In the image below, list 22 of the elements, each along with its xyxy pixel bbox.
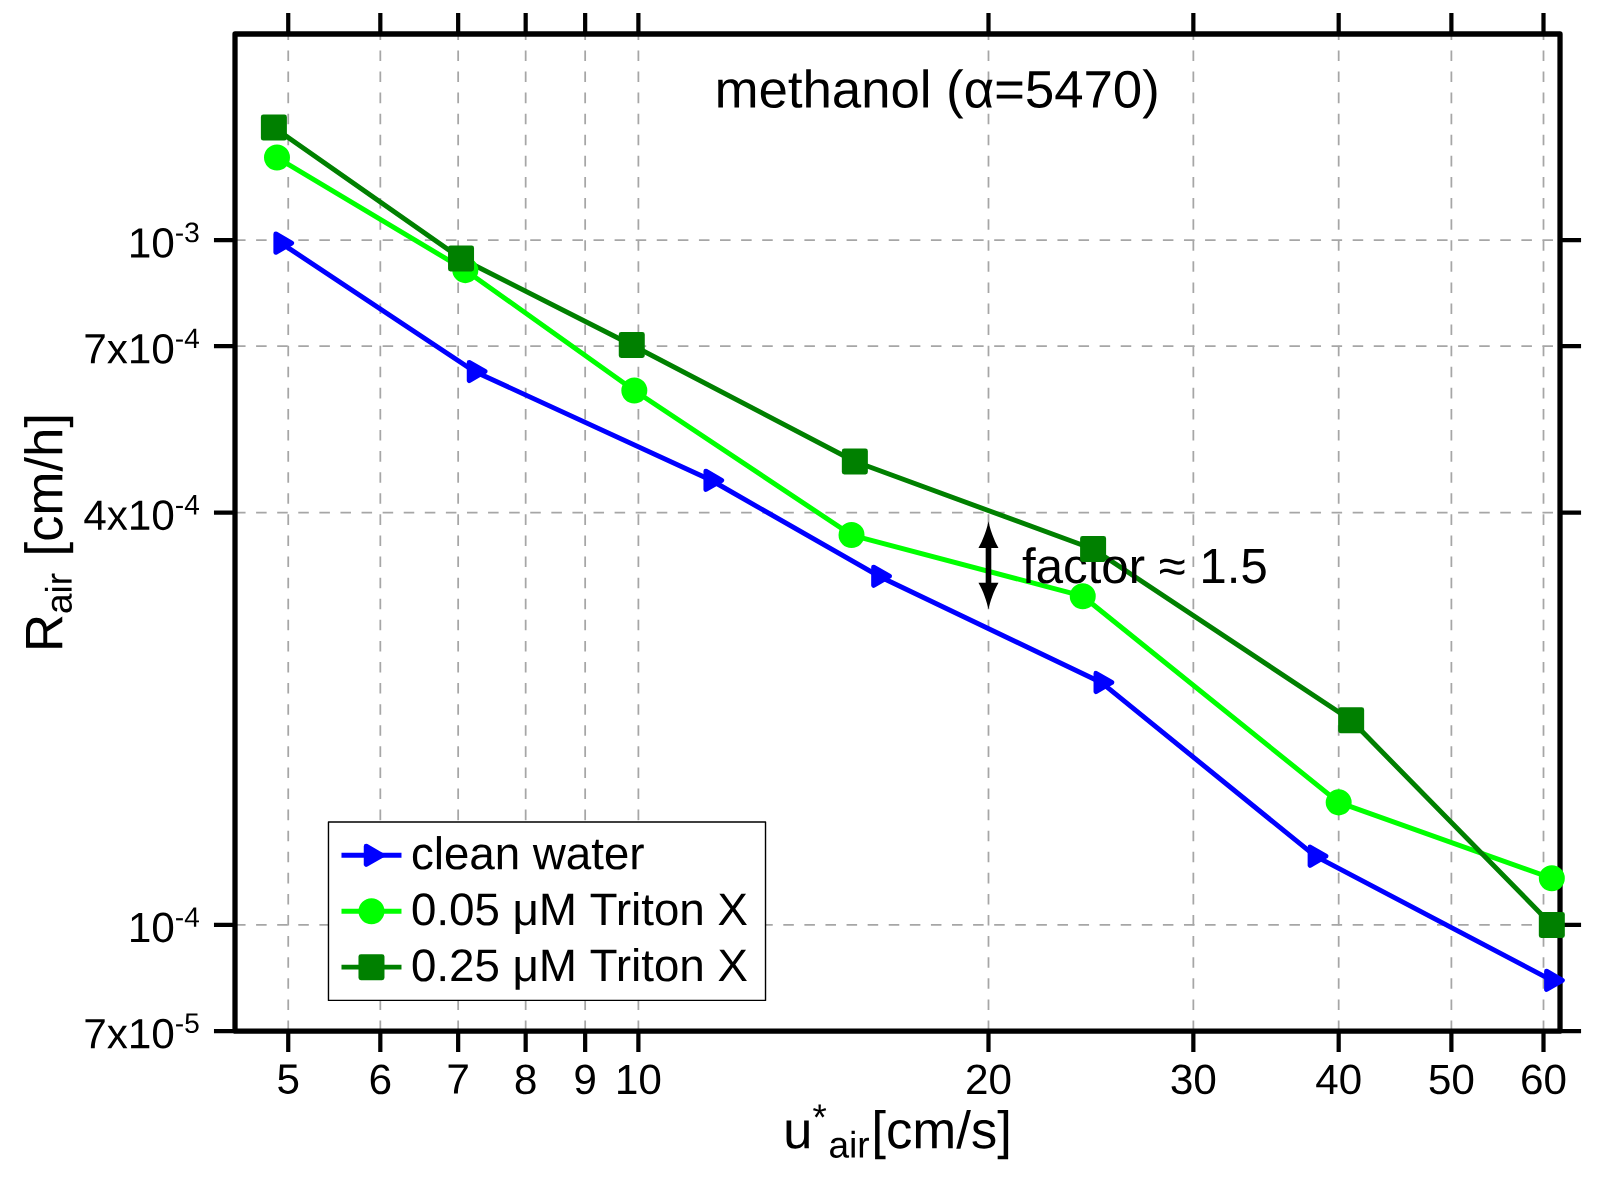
x-tick-label: 9 <box>575 1064 595 1095</box>
x-tick-label: 40 <box>1316 1064 1361 1095</box>
y-tick-label: 4x10$^{-4}$ <box>84 495 199 531</box>
x-axis-title: u$^{*}$$_{air}$[cm/s] <box>786 1104 1009 1160</box>
y-axis-title: R$_{air}$ [cm/h] <box>24 416 74 648</box>
x-tick-label: 60 <box>1522 1064 1566 1095</box>
y-tick-label: 10$^{-3}$ <box>131 222 199 258</box>
x-tick-label: 50 <box>1429 1064 1474 1095</box>
x-tick-label: 20 <box>967 1064 1011 1095</box>
legend-label: 0.05 μM Triton X <box>412 892 747 934</box>
legend-label: 0.25 μM Triton X <box>412 947 747 990</box>
text: methanol (α=5470) <box>718 69 1157 119</box>
x-tick-label: 6 <box>370 1064 391 1095</box>
y-tick-label: 7x10$^{-4}$ <box>85 328 199 364</box>
x-tick-label: 5 <box>278 1064 299 1094</box>
legend-label: clean water <box>412 836 644 870</box>
x-tick-label: 30 <box>1171 1064 1216 1095</box>
x-tick-label: 8 <box>515 1064 536 1095</box>
x-tick-label: 7 <box>448 1064 468 1094</box>
x-tick-label: 10 <box>618 1064 661 1095</box>
y-tick-label: 7x10$^{-5}$ <box>85 1013 199 1049</box>
y-tick-label: 10$^{-4}$ <box>131 907 199 943</box>
